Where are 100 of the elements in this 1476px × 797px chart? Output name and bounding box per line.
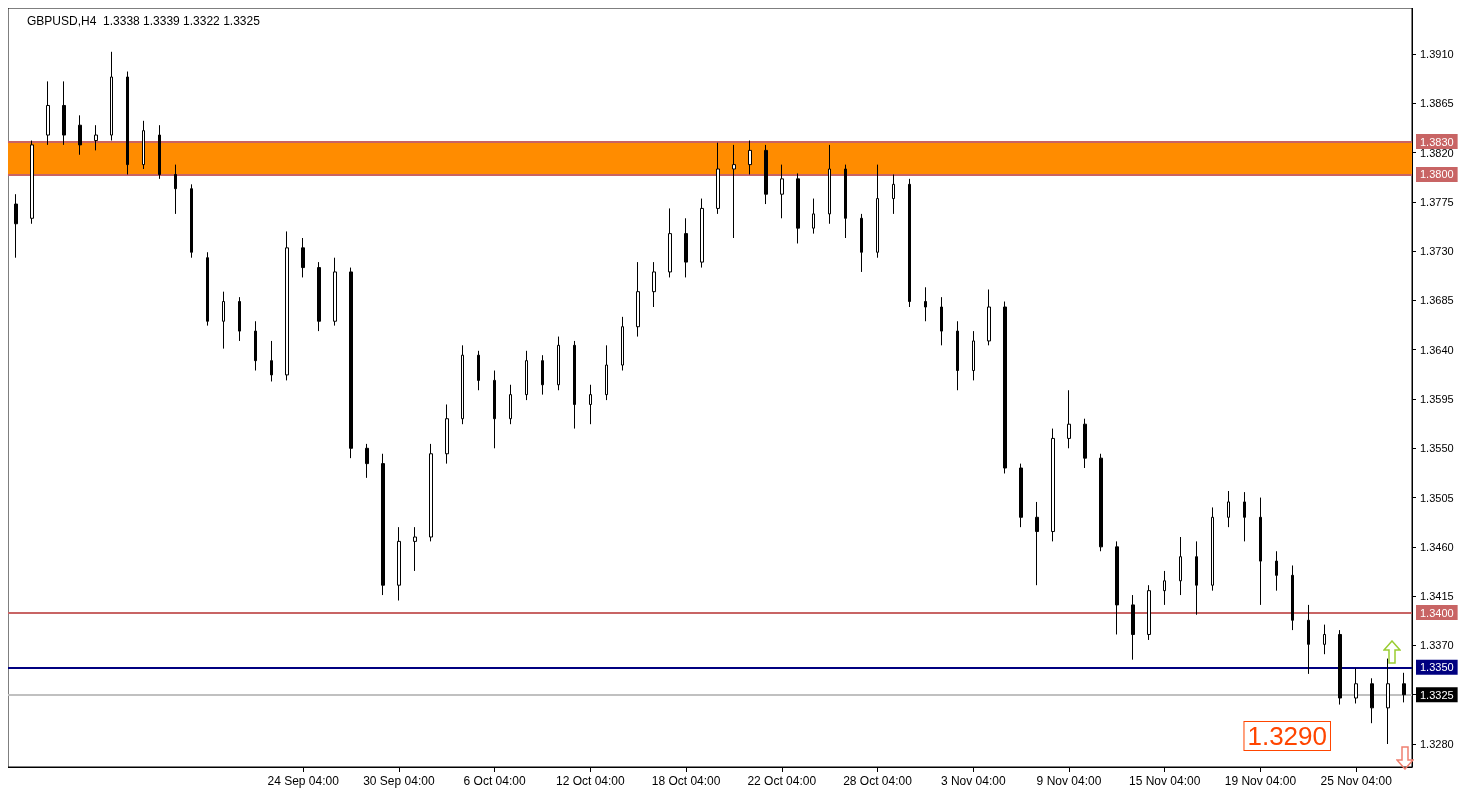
candlestick — [652, 261, 656, 308]
candlestick — [748, 140, 752, 175]
candlestick — [365, 443, 369, 479]
y-tick-label: 1.3730 — [1420, 245, 1454, 258]
candlestick — [333, 257, 337, 327]
candlestick — [1338, 629, 1342, 706]
candlestick — [1099, 453, 1103, 552]
x-tick-label: 28 Oct 04:00 — [843, 774, 913, 788]
y-tick-label: 1.3505 — [1420, 491, 1454, 504]
candlestick — [908, 178, 911, 308]
annotation: 1.3290 — [1247, 721, 1328, 751]
y-tick-label: 1.3820 — [1420, 146, 1454, 159]
y-tick-label: 1.3370 — [1420, 639, 1454, 652]
candlestick — [924, 286, 927, 322]
candlestick — [413, 526, 417, 572]
y-tick-label: 1.3550 — [1420, 442, 1454, 455]
candlestick — [1243, 491, 1246, 542]
ref-line-label: 1.3830 — [1420, 135, 1454, 148]
candlestick — [589, 384, 592, 425]
candlestick — [445, 403, 449, 465]
candlestick — [110, 51, 113, 142]
candlestick — [222, 291, 225, 350]
y-tick-label: 1.3280 — [1420, 738, 1454, 750]
ref-line-label: 1.3350 — [1420, 661, 1454, 674]
candlestick — [254, 320, 257, 372]
candlestick — [1019, 463, 1023, 528]
candlestick — [190, 183, 193, 259]
candlestick — [270, 340, 273, 382]
candlestick — [1370, 677, 1374, 724]
x-tick-label: 24 Sep 04:00 — [267, 774, 340, 788]
candlestick — [397, 526, 401, 602]
candlestick — [892, 173, 895, 215]
candlestick — [493, 370, 496, 449]
y-tick-label: 1.3910 — [1420, 48, 1454, 60]
candlestick — [461, 344, 464, 425]
candlestick — [158, 124, 161, 180]
candlestick — [1051, 428, 1055, 542]
candlestick — [94, 124, 98, 151]
x-tick-label: 3 Nov 04:00 — [940, 774, 1006, 788]
candlestick — [1386, 658, 1390, 745]
candlestick — [1115, 540, 1119, 635]
candlestick — [381, 453, 385, 596]
candlestick — [956, 320, 959, 391]
candlestick — [541, 354, 544, 396]
candlestick — [668, 207, 672, 278]
x-tick-label: 25 Nov 04:00 — [1320, 774, 1393, 788]
y-tick-label: 1.3865 — [1420, 97, 1454, 110]
y-tick-label: 1.3775 — [1420, 195, 1454, 208]
candlestick — [62, 80, 66, 146]
candlestick — [301, 237, 305, 278]
candlestick — [1259, 497, 1262, 606]
candlestick — [1323, 624, 1326, 655]
y-tick-label: 1.3685 — [1420, 294, 1454, 307]
x-tick-label: 18 Oct 04:00 — [651, 774, 721, 788]
candlestick — [557, 336, 560, 391]
candlestick — [238, 296, 241, 342]
candlestick — [477, 350, 480, 391]
candlestick — [636, 261, 640, 338]
candlestick — [716, 142, 720, 215]
ref-line-label: 1.3400 — [1420, 606, 1454, 619]
candlestick — [1163, 570, 1166, 606]
candlestick — [126, 71, 129, 175]
candlestick — [142, 120, 145, 170]
candlestick — [972, 330, 975, 381]
candlestick — [285, 230, 289, 381]
candlestick — [764, 144, 768, 205]
y-tick-label: 1.3595 — [1420, 393, 1454, 405]
candlestick — [1067, 389, 1071, 449]
x-tick-label: 19 Nov 04:00 — [1224, 774, 1297, 788]
candlestick — [812, 198, 815, 235]
candlestick — [844, 164, 847, 239]
candlestick — [1291, 564, 1294, 631]
candlestick — [621, 316, 624, 372]
candlestick — [525, 350, 528, 401]
candlestick — [1354, 667, 1358, 704]
ref-line-label: 1.3325 — [1420, 688, 1454, 701]
candlestick — [780, 164, 784, 219]
y-tick-label: 1.3415 — [1420, 590, 1454, 603]
candlestick — [46, 80, 50, 146]
text: GBPUSD,H4 1.3338 1.3339 1.3322 1.3325 — [27, 14, 261, 28]
candlestick — [509, 384, 512, 425]
candlestick — [700, 198, 704, 269]
x-tick-label: 6 Oct 04:00 — [463, 774, 526, 788]
y-tick-label: 1.3460 — [1420, 540, 1454, 553]
candlestick — [349, 267, 353, 459]
candlestick — [1211, 506, 1214, 592]
candlestick — [1402, 672, 1406, 703]
candlestick — [1131, 594, 1135, 661]
candlestick — [429, 443, 433, 542]
candlestick — [684, 217, 688, 278]
x-tick-label: 22 Oct 04:00 — [747, 774, 817, 788]
candlestick — [876, 164, 879, 259]
candlestick — [605, 344, 608, 401]
candlestick — [206, 251, 209, 327]
x-tick-label: 15 Nov 04:00 — [1129, 774, 1201, 788]
y-tick-label: 1.3640 — [1420, 343, 1454, 356]
candlestick — [1035, 501, 1039, 586]
candlestick — [573, 340, 576, 430]
candlestick — [1003, 301, 1007, 474]
candlestick — [987, 288, 991, 346]
